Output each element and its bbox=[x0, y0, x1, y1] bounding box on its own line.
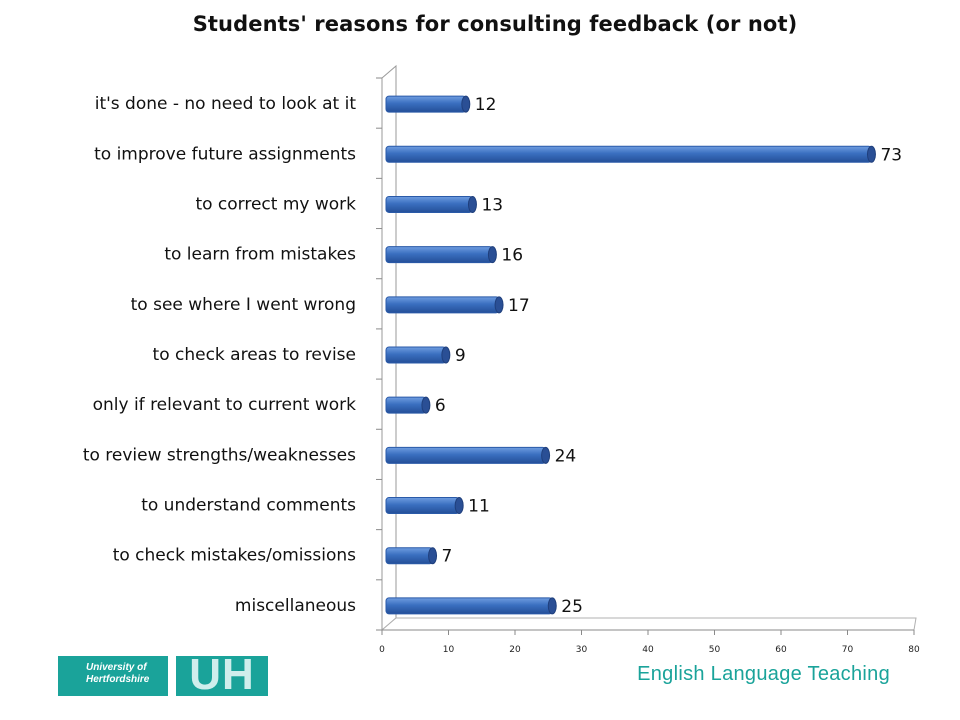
bar-cap bbox=[866, 145, 876, 163]
bar bbox=[385, 446, 547, 464]
bar-cap bbox=[441, 346, 451, 364]
bar-cap bbox=[454, 497, 464, 515]
bar bbox=[385, 547, 434, 565]
bar bbox=[385, 95, 467, 113]
logo-wordmark: University of Hertfordshire bbox=[58, 656, 168, 696]
x-tick-label: 70 bbox=[842, 645, 854, 655]
data-label: 16 bbox=[501, 246, 523, 266]
bar bbox=[385, 296, 500, 314]
bar-cap bbox=[547, 597, 557, 615]
bar-cap bbox=[487, 246, 497, 264]
x-tick-label: 20 bbox=[509, 645, 521, 655]
data-label: 24 bbox=[555, 446, 577, 466]
category-label: it's done - no need to look at it bbox=[95, 94, 357, 114]
x-tick-label: 30 bbox=[576, 645, 588, 655]
bar bbox=[385, 195, 473, 213]
category-label: to learn from mistakes bbox=[164, 245, 356, 265]
data-label: 73 bbox=[880, 145, 902, 165]
bar bbox=[385, 346, 447, 364]
data-label: 11 bbox=[468, 497, 490, 517]
category-label: to see where I went wrong bbox=[131, 295, 356, 315]
category-label: to check mistakes/omissions bbox=[113, 546, 356, 566]
chart-bars bbox=[385, 95, 876, 615]
data-label: 25 bbox=[561, 597, 583, 617]
logo-uh-mark: UH bbox=[176, 650, 268, 699]
x-tick-label: 10 bbox=[443, 645, 455, 655]
category-label: to check areas to revise bbox=[153, 345, 356, 365]
category-label: to understand comments bbox=[141, 496, 356, 516]
x-tick-label: 60 bbox=[775, 645, 787, 655]
bar bbox=[385, 246, 493, 264]
floor bbox=[380, 617, 917, 631]
logo-uh-text: UH bbox=[189, 650, 255, 699]
category-label: to correct my work bbox=[195, 194, 356, 214]
bar bbox=[385, 497, 460, 515]
category-label: miscellaneous bbox=[235, 596, 356, 616]
chart-labels: 0 10 20 30 40 50 60 70 80 12 it's done - no need t… bbox=[83, 94, 920, 655]
bar-cap bbox=[421, 396, 431, 414]
data-label: 9 bbox=[455, 346, 466, 366]
category-label: to review strengths/weaknesses bbox=[83, 445, 356, 465]
logo-text: University of Hertfordshire bbox=[86, 662, 150, 685]
data-label: 7 bbox=[442, 547, 453, 567]
bar-cap bbox=[494, 296, 504, 314]
x-tick-label: 40 bbox=[642, 645, 654, 655]
bar-cap bbox=[428, 547, 438, 565]
bar-cap bbox=[461, 95, 471, 113]
chart-title: Students' reasons for consulting feedbac… bbox=[192, 12, 798, 36]
university-logo: University of Hertfordshire UH bbox=[58, 650, 268, 699]
bar-cap bbox=[467, 195, 477, 213]
bar bbox=[385, 597, 553, 615]
bar bbox=[385, 145, 872, 163]
x-tick-label: 80 bbox=[908, 645, 920, 655]
data-label: 6 bbox=[435, 396, 446, 416]
bar-cap bbox=[541, 446, 551, 464]
bar bbox=[385, 396, 427, 414]
category-label: to improve future assignments bbox=[94, 144, 356, 164]
category-label: only if relevant to current work bbox=[93, 395, 357, 415]
x-tick-label: 50 bbox=[709, 645, 721, 655]
x-tick-label: 0 bbox=[379, 645, 385, 655]
footer-tagline: English Language Teaching bbox=[637, 663, 890, 685]
data-label: 17 bbox=[508, 296, 530, 316]
data-label: 13 bbox=[481, 195, 503, 215]
data-label: 12 bbox=[475, 95, 497, 115]
